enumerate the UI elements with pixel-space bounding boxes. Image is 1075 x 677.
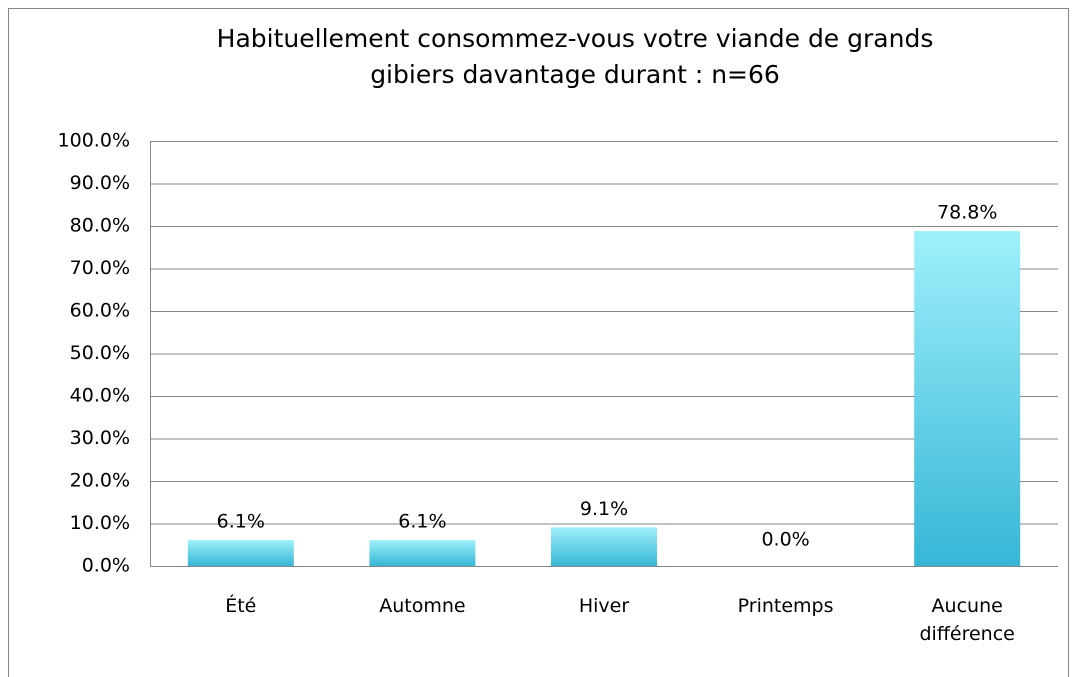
x-tick-label-box: Automne <box>379 595 466 617</box>
x-tick-label: Aucune différence <box>919 595 1015 645</box>
data-label: 9.1% <box>580 498 628 520</box>
y-tick-label: 80.0% <box>70 215 130 237</box>
x-tick-label-box: Été <box>225 595 257 617</box>
y-tick-label: 20.0% <box>70 470 130 492</box>
y-tick-label: 40.0% <box>70 385 130 407</box>
y-tick-label: 0.0% <box>82 555 130 577</box>
y-tick-label: 50.0% <box>70 342 130 364</box>
bar <box>187 540 294 566</box>
y-tick-label: 30.0% <box>70 427 130 449</box>
bar <box>551 527 657 566</box>
bar <box>369 540 476 566</box>
bar <box>914 231 1021 566</box>
data-label: 6.1% <box>398 511 446 533</box>
x-tick-label-box: Aucune différence <box>919 595 1015 645</box>
y-tick-label: 60.0% <box>70 300 130 322</box>
data-label: 0.0% <box>761 529 809 551</box>
x-tick-label-box: Printemps <box>737 595 834 617</box>
y-tick-label: 10.0% <box>70 512 130 534</box>
x-tick-label: Été <box>225 595 257 617</box>
y-tick-label: 100.0% <box>58 130 130 152</box>
chart-title: Habituellement consommez-vous votre vian… <box>217 24 934 53</box>
x-tick-label-box: Hiver <box>578 595 630 617</box>
y-tick-label: 70.0% <box>70 257 130 279</box>
data-label: 78.8% <box>937 202 997 224</box>
chart-border <box>8 8 1069 677</box>
x-tick-label: Hiver <box>578 595 630 617</box>
x-tick-label: Printemps <box>737 595 834 617</box>
y-tick-label: 90.0% <box>70 172 130 194</box>
x-tick-label: Automne <box>379 595 466 617</box>
chart-title: gibiers davantage durant : n=66 <box>370 60 780 89</box>
data-label: 6.1% <box>217 511 265 533</box>
